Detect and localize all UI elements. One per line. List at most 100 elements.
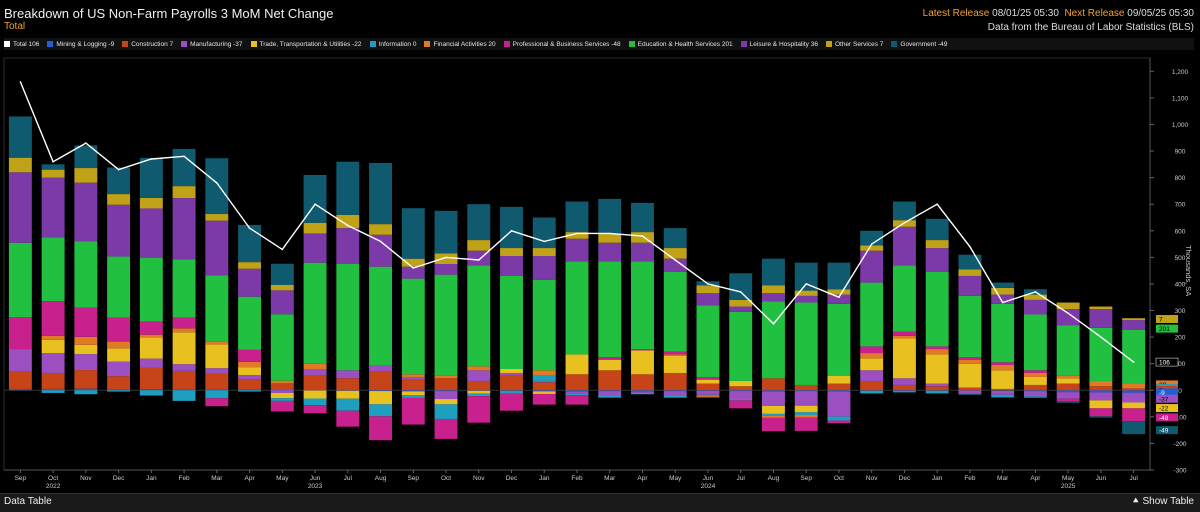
bar-segment-trade-transportation-utilities <box>303 390 327 399</box>
x-tick-label: Dec <box>113 475 125 482</box>
end-label-text: -37 <box>1159 396 1169 403</box>
legend-item-manufacturing[interactable]: Manufacturing -37 <box>181 41 243 48</box>
total-point <box>412 267 415 269</box>
bar-segment-manufacturing <box>991 390 1015 395</box>
end-label-box <box>1156 404 1178 413</box>
bar-segment-professional-business-services <box>729 400 753 409</box>
bar-segment-construction <box>696 383 720 391</box>
y-tick-label: 700 <box>1175 202 1186 209</box>
bar-segment-mining-logging <box>336 390 360 391</box>
legend-item-information[interactable]: Information 0 <box>369 41 416 48</box>
bar-segment-leisure-hospitality <box>1089 309 1113 328</box>
bar-segment-other-services <box>74 168 98 183</box>
bar-segment-trade-transportation-utilities <box>41 339 65 354</box>
total-point <box>150 158 153 160</box>
bar-segment-information <box>467 393 491 397</box>
bar-segment-construction <box>794 384 818 391</box>
bar-segment-professional-business-services <box>41 301 65 336</box>
bar-segment-construction <box>532 382 556 391</box>
x-tick-label: Apr <box>637 475 648 482</box>
bar-segment-mining-logging <box>467 390 491 391</box>
legend-item-leisure-hospitality[interactable]: Leisure & Hospitality 36 <box>740 41 818 48</box>
y-tick-label: 1,000 <box>1172 122 1189 129</box>
next-release-label: Next Release <box>1064 8 1125 19</box>
bar-segment-education-health-services <box>860 282 884 347</box>
bar-segment-government <box>107 167 131 195</box>
bar-segment-leisure-hospitality <box>729 306 753 312</box>
y-tick-label: -100 <box>1173 414 1186 421</box>
bar-segment-manufacturing <box>74 354 98 371</box>
bar-segment-trade-transportation-utilities <box>1023 376 1047 385</box>
bar-segment-other-services <box>500 248 523 257</box>
bar-segment-government <box>631 202 654 233</box>
bar-segment-information <box>892 391 916 393</box>
total-point <box>772 323 775 325</box>
double-chevron-up-icon: ⯅ <box>1131 496 1140 507</box>
x-tick-label: Jun <box>310 475 321 482</box>
bar-segment-government <box>860 230 884 246</box>
x-tick-label: Jun <box>1096 475 1107 482</box>
bar-segment-construction <box>238 379 262 390</box>
total-point <box>608 232 611 235</box>
end-label-text: 201 <box>1159 326 1170 333</box>
bar-segment-financial-activities <box>401 374 425 377</box>
bar-segment-manufacturing <box>729 391 753 400</box>
bar-segment-manufacturing <box>696 390 720 395</box>
total-point <box>314 203 316 205</box>
bar-segment-education-health-services <box>892 265 916 332</box>
bar-segment-other-services <box>270 284 294 291</box>
bar-segment-trade-transportation-utilities <box>598 359 622 371</box>
bar-segment-leisure-hospitality <box>827 294 851 304</box>
bar-segment-education-health-services <box>761 301 785 379</box>
footer-bar: Data Table ⯅ Show Table <box>0 493 1200 512</box>
legend-item-mining-logging[interactable]: Mining & Logging -9 <box>47 41 114 48</box>
bar-segment-trade-transportation-utilities <box>991 370 1015 389</box>
bar-segment-manufacturing <box>270 390 294 393</box>
bar-segment-education-health-services <box>107 256 131 318</box>
y-tick-label: 200 <box>1175 335 1186 342</box>
legend-item-education-health-services[interactable]: Education & Health Services 201 <box>628 41 733 48</box>
bar-segment-government <box>336 161 360 215</box>
bar-segment-leisure-hospitality <box>434 264 458 275</box>
bar-segment-leisure-hospitality <box>860 250 884 283</box>
legend-item-total[interactable]: Total 106 <box>4 41 39 48</box>
bar-segment-government <box>434 210 458 254</box>
bar-segment-professional-business-services <box>500 393 523 411</box>
bar-segment-professional-business-services <box>205 398 229 407</box>
legend-item-financial-activities[interactable]: Financial Activities 20 <box>424 41 496 48</box>
bar-segment-other-services <box>598 233 622 243</box>
total-point <box>510 229 513 232</box>
x-tick-label: Jun <box>703 475 714 482</box>
legend-label: Total 106 <box>13 40 40 48</box>
show-table-button[interactable]: ⯅ Show Table <box>1132 496 1194 507</box>
bar-segment-professional-business-services <box>827 420 851 424</box>
bar-segment-mining-logging <box>172 389 196 391</box>
bar-segment-government <box>172 148 196 187</box>
bar-segment-professional-business-services <box>74 307 98 337</box>
bar-segment-manufacturing <box>401 376 425 380</box>
bar-segment-construction <box>500 375 523 391</box>
y-tick-label: 800 <box>1175 175 1186 182</box>
bar-segment-leisure-hospitality <box>663 258 687 272</box>
bar-segment-education-health-services <box>958 295 982 358</box>
y-axis-title: Thousands, SA <box>1184 245 1193 296</box>
total-point <box>707 283 709 285</box>
next-release-value: 09/05/25 05:30 <box>1127 8 1194 19</box>
end-value-label: -48 <box>1156 413 1178 422</box>
legend-item-government[interactable]: Government -49 <box>891 41 947 48</box>
total-point <box>1034 291 1037 293</box>
x-tick-label: Sep <box>407 475 419 482</box>
bar-segment-government <box>401 208 425 259</box>
bar-segment-mining-logging <box>41 388 65 391</box>
bar-segment-construction <box>958 387 982 391</box>
legend-item-professional-business-services[interactable]: Professional & Business Services -48 <box>503 41 621 48</box>
end-label-text: -49 <box>1159 428 1169 435</box>
bar-segment-leisure-hospitality <box>303 233 327 263</box>
legend-item-construction[interactable]: Construction 7 <box>122 41 173 48</box>
latest-release-value: 08/01/25 05:30 <box>992 8 1059 19</box>
bar-segment-construction <box>1089 386 1113 391</box>
bar-segment-financial-activities <box>74 336 98 345</box>
legend-item-trade-transportation-utilities[interactable]: Trade, Transportation & Utilities -22 <box>250 41 362 48</box>
bar-segment-manufacturing <box>1122 392 1146 403</box>
legend-item-other-services[interactable]: Other Services 7 <box>825 41 883 48</box>
